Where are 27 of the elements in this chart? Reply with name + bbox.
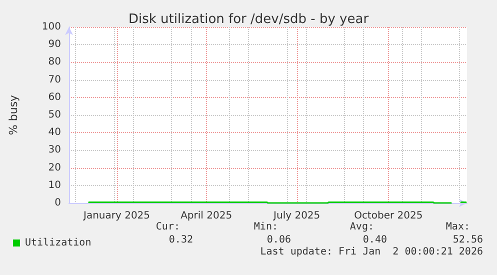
y-axis-title: % busy [7, 94, 20, 136]
text: 0.32 [168, 234, 193, 246]
y-tick-label: 70 [48, 74, 61, 86]
x-tick-label: January 2025 [82, 210, 150, 222]
text: Avg: [350, 222, 374, 232]
text: 0.40 [362, 234, 387, 246]
y-tick-label: 50 [48, 110, 61, 120]
x-tick-label: July 2025 [272, 210, 320, 222]
y-tick-label: 30 [48, 144, 61, 156]
y-tick-label: 20 [48, 162, 61, 174]
x-tick-label: April 2025 [180, 210, 232, 222]
text: Cur: [156, 222, 180, 232]
y-tick-label: 0 [54, 198, 61, 208]
text: Max: [446, 222, 470, 232]
y-tick-label: 60 [48, 92, 61, 103]
y-tick-label: 80 [48, 56, 61, 68]
y-tick-label: 40 [48, 127, 61, 138]
chart-title: Disk utilization for /dev/sdb - by year [128, 12, 370, 27]
y-tick-label: 10 [48, 180, 61, 191]
y-tick-label: 100 [42, 22, 61, 32]
text: Last update: Fri Jan 2 00:00:21 2026 [260, 246, 483, 258]
y-tick-label: 90 [48, 39, 61, 50]
legend-label: Utilization [25, 238, 92, 248]
text: 52.56 [452, 234, 483, 246]
x-tick-label: October 2025 [354, 210, 423, 222]
text: Min: [254, 222, 278, 232]
text: 0.06 [266, 234, 291, 246]
